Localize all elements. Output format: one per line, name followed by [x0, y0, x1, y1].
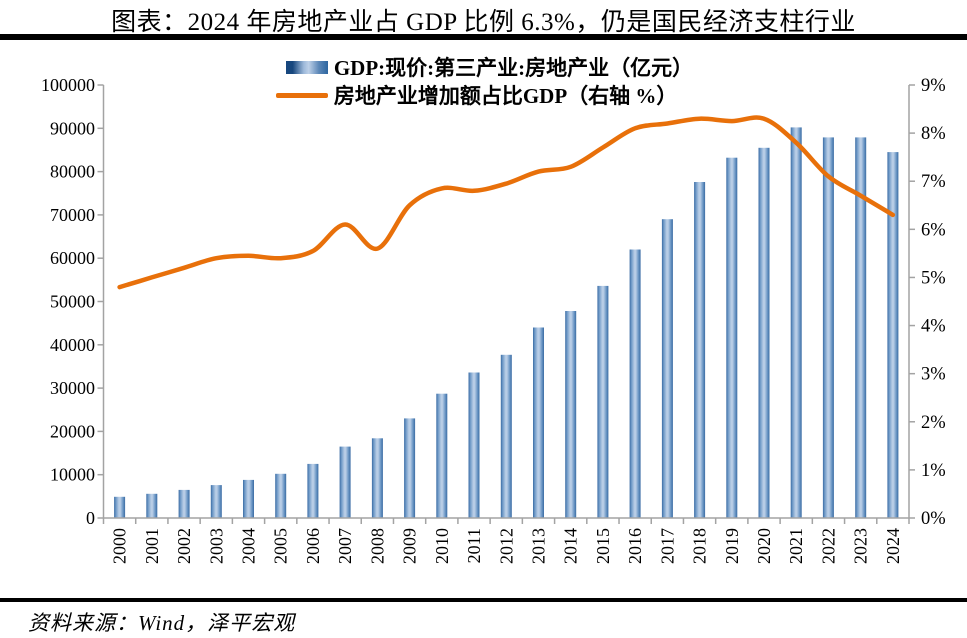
- right-axis-label: 9%: [921, 76, 946, 96]
- right-axis-label: 0%: [921, 509, 946, 529]
- ratio-line-series: [117, 115, 896, 290]
- left-axis-label: 60000: [50, 248, 95, 268]
- x-axis-label-2015: 2015: [593, 528, 613, 564]
- bar-2000: [114, 496, 126, 518]
- x-axis-label-2003: 2003: [206, 528, 226, 564]
- left-axis-label: 50000: [50, 292, 95, 312]
- bar-2021: [790, 127, 802, 519]
- legend-swatch-wrap: [274, 92, 328, 98]
- x-axis-label-2021: 2021: [786, 528, 806, 564]
- bar-2001: [146, 493, 158, 518]
- right-axis-label: 3%: [921, 365, 946, 385]
- x-axis-label-2017: 2017: [657, 528, 677, 564]
- left-axis-label: 70000: [50, 205, 95, 225]
- x-axis-label-2011: 2011: [464, 528, 484, 563]
- bar-2022: [822, 137, 834, 518]
- bar-2024: [887, 152, 899, 518]
- bar-2019: [726, 157, 738, 518]
- page-title: 图表：2024 年房地产业占 GDP 比例 6.3%，仍是国民经济支柱行业: [111, 9, 856, 36]
- x-axis-label-2022: 2022: [818, 528, 838, 564]
- legend-item-gdp: GDP:现价:第三产业:房地产业（亿元）: [274, 53, 693, 81]
- bar-2005: [275, 473, 287, 518]
- x-axis-label-2016: 2016: [625, 528, 645, 564]
- line-series-swatch-icon: [275, 92, 328, 98]
- left-axis-label: 30000: [50, 378, 95, 398]
- bar-2004: [243, 479, 254, 518]
- title-divider: [0, 34, 967, 40]
- x-axis-label-2019: 2019: [722, 528, 742, 564]
- legend-block: GDP:现价:第三产业:房地产业（亿元） 房地产业增加额占比GDP（右轴 %）: [274, 53, 693, 109]
- x-axis-label-2006: 2006: [303, 528, 323, 564]
- bar-2006: [307, 463, 319, 518]
- right-axis-label: 2%: [921, 413, 946, 433]
- source-divider: [0, 598, 967, 602]
- bar-series-swatch-icon: [285, 60, 328, 74]
- bar-2002: [178, 489, 190, 518]
- bar-2014: [565, 311, 577, 518]
- x-axis-label-2004: 2004: [238, 528, 258, 564]
- x-axis-label-2007: 2007: [335, 528, 355, 564]
- bar-2011: [468, 372, 480, 518]
- right-axis-label: 4%: [921, 317, 946, 337]
- x-axis-label-2009: 2009: [400, 528, 420, 564]
- left-axis-label: 80000: [50, 162, 95, 182]
- right-axis-label: 5%: [921, 268, 946, 288]
- x-axis-label-2018: 2018: [690, 528, 710, 564]
- x-axis-label-2010: 2010: [432, 528, 452, 564]
- bar-2015: [597, 285, 609, 518]
- x-axis-label-2005: 2005: [271, 528, 291, 564]
- x-axis-label-2012: 2012: [496, 528, 516, 564]
- legend-swatch-wrap: [274, 60, 328, 74]
- bar-2017: [661, 219, 673, 518]
- x-axis-label-2002: 2002: [174, 528, 194, 564]
- chart-canvas: 0 10000 20000 30000 40000 50000 60000 70000 8000…: [41, 75, 946, 564]
- x-axis-label-2023: 2023: [851, 528, 871, 564]
- bar-2007: [339, 446, 351, 518]
- right-axis-label: 8%: [921, 124, 946, 144]
- bar-2010: [436, 393, 448, 518]
- legend: GDP:现价:第三产业:房地产业（亿元） 房地产业增加额占比GDP（右轴 %）: [0, 53, 967, 109]
- left-axis-label: 90000: [50, 118, 95, 138]
- right-axis-label: 7%: [921, 172, 946, 192]
- bar-2020: [758, 147, 770, 519]
- x-axis-label-2014: 2014: [561, 528, 581, 564]
- bar-2013: [533, 327, 544, 518]
- bar-2023: [855, 137, 867, 518]
- x-axis-label-2024: 2024: [883, 528, 903, 564]
- x-axis-label-2008: 2008: [367, 528, 387, 564]
- x-axis-label-2001: 2001: [142, 528, 162, 564]
- bar-2016: [629, 249, 641, 518]
- right-axis-label: 6%: [921, 220, 946, 240]
- bar-2008: [371, 438, 383, 518]
- right-axis-label: 1%: [921, 461, 946, 481]
- left-axis-label: 20000: [50, 421, 95, 441]
- x-axis-label-2000: 2000: [110, 528, 130, 564]
- legend-label-ratio: 房地产业增加额占比GDP（右轴 %）: [333, 84, 678, 108]
- legend-item-ratio: 房地产业增加额占比GDP（右轴 %）: [274, 81, 678, 109]
- x-axis-label-2013: 2013: [528, 528, 548, 564]
- bar-2018: [694, 182, 706, 518]
- left-axis-label: 0: [86, 508, 95, 528]
- left-axis-label: 10000: [50, 465, 95, 485]
- left-axis-label: 100000: [41, 75, 95, 95]
- x-axis-label-2020: 2020: [754, 528, 774, 564]
- bar-2012: [500, 354, 512, 518]
- legend-label-gdp: GDP:现价:第三产业:房地产业（亿元）: [333, 56, 694, 80]
- left-axis-label: 40000: [50, 335, 95, 355]
- source-note: 资料来源：Wind，泽平宏观: [28, 611, 296, 635]
- bar-2003: [210, 485, 222, 518]
- bar-2009: [404, 418, 416, 518]
